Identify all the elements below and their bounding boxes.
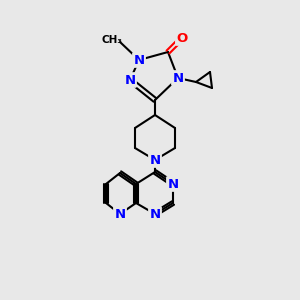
Text: N: N — [172, 71, 184, 85]
Text: N: N — [124, 74, 136, 86]
Text: O: O — [176, 32, 188, 44]
Text: N: N — [149, 208, 161, 220]
Text: N: N — [167, 178, 178, 190]
Text: CH₃: CH₃ — [101, 35, 122, 45]
Text: N: N — [149, 154, 161, 166]
Text: N: N — [134, 53, 145, 67]
Text: N: N — [172, 71, 184, 85]
Text: N: N — [124, 74, 136, 86]
Text: N: N — [149, 208, 161, 220]
Text: N: N — [167, 178, 178, 190]
Text: N: N — [114, 208, 126, 220]
Text: N: N — [134, 53, 145, 67]
Text: N: N — [114, 208, 126, 220]
Text: N: N — [149, 154, 161, 166]
Text: O: O — [176, 32, 188, 44]
